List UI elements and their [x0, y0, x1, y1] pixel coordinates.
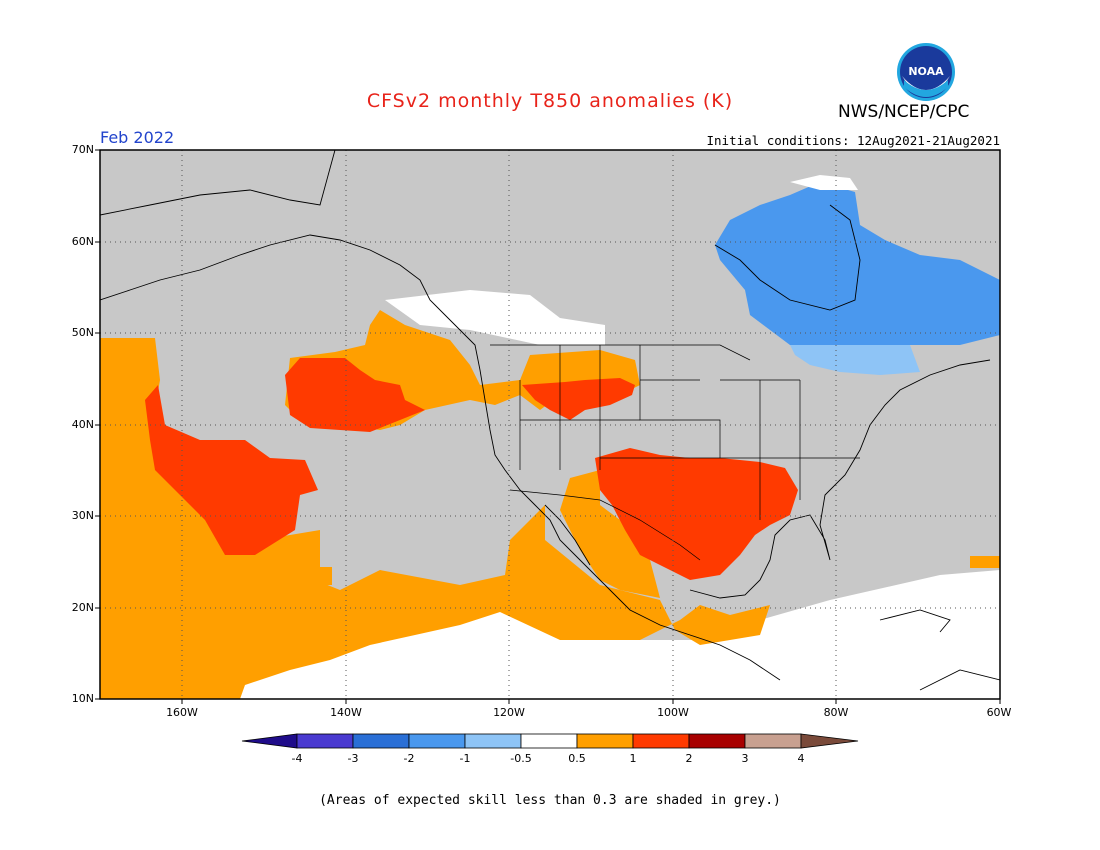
cool-region-canada-light: [790, 345, 920, 375]
cool-region-canada: [715, 182, 1000, 345]
colorbar-segment-minus3-minus2: [352, 733, 410, 749]
warm-region-pacific: [100, 338, 770, 699]
colorbar-segment-3-4: [744, 733, 802, 749]
lon-label-60w: 60W: [986, 706, 1012, 719]
hot-region-southern-plains: [595, 448, 798, 580]
lon-label-160w: 160W: [166, 706, 198, 719]
colorbar-tick-label: -0.5: [510, 752, 532, 765]
colorbar-tick-label: 2: [685, 752, 693, 765]
colorbar-segment-minus4-minus3: [296, 733, 354, 749]
colorbar-segment-minus2-minus1: [408, 733, 466, 749]
lon-label-140w: 140W: [330, 706, 362, 719]
colorbar-tick-label: -1: [459, 752, 471, 765]
colorbar-tick-label: 0.5: [568, 752, 586, 765]
forecast-month-label: Feb 2022: [100, 128, 175, 147]
lon-label-120w: 120W: [493, 706, 525, 719]
organization-label: NWS/NCEP/CPC: [838, 102, 970, 122]
axis-ticks: [95, 149, 1001, 704]
colorbar-segment-05-1: [576, 733, 634, 749]
svg-text:NOAA: NOAA: [908, 65, 944, 78]
lon-label-80w: 80W: [823, 706, 849, 719]
noaa-logo-icon: NOAA: [896, 42, 956, 102]
initial-conditions-label: Initial conditions: 12Aug2021-21Aug2021: [706, 133, 1001, 148]
colorbar-segment-2-3: [688, 733, 746, 749]
lat-label-70n: 70N: [71, 143, 94, 156]
lon-label-100w: 100W: [657, 706, 689, 719]
skill-footnote: (Areas of expected skill less than 0.3 a…: [319, 793, 781, 808]
colorbar-segment-gt-4: [800, 733, 859, 749]
map-title: CFSv2 monthly T850 anomalies (K): [366, 90, 734, 112]
colorbar-segment-1-2: [632, 733, 690, 749]
colorbar-tick-label: -3: [347, 752, 359, 765]
warm-patch-hawaii: [318, 567, 332, 585]
coastlines: [100, 150, 1000, 691]
colorbar-tick-label: 4: [797, 752, 805, 765]
colorbar: [241, 733, 859, 749]
lat-label-10n: 10N: [71, 692, 94, 705]
warm-patch-atlantic: [970, 556, 1000, 568]
graticule: [100, 150, 1000, 699]
lat-label-50n: 50N: [71, 326, 94, 339]
colorbar-segment-minus1-minus05: [464, 733, 522, 749]
colorbar-tick-label: -2: [403, 752, 415, 765]
neutral-region-hudson: [790, 175, 858, 190]
hot-region-central-pacific: [145, 385, 318, 555]
neutral-region-north: [385, 290, 605, 345]
lat-label-40n: 40N: [71, 418, 94, 431]
lat-label-20n: 20N: [71, 601, 94, 614]
hot-region-northern-rockies: [522, 378, 635, 420]
political-borders: [490, 344, 860, 561]
colorbar-tick-label: -4: [291, 752, 303, 765]
colorbar-tick-label: 3: [741, 752, 749, 765]
colorbar-segment-lt-minus4: [241, 733, 298, 749]
colorbar-segment-neutral: [520, 733, 578, 749]
lat-label-30n: 30N: [71, 509, 94, 522]
warm-region-mexico: [560, 470, 660, 598]
lat-label-60n: 60N: [71, 235, 94, 248]
colorbar-tick-label: 1: [629, 752, 637, 765]
hot-region-northeast-pacific: [285, 358, 425, 432]
